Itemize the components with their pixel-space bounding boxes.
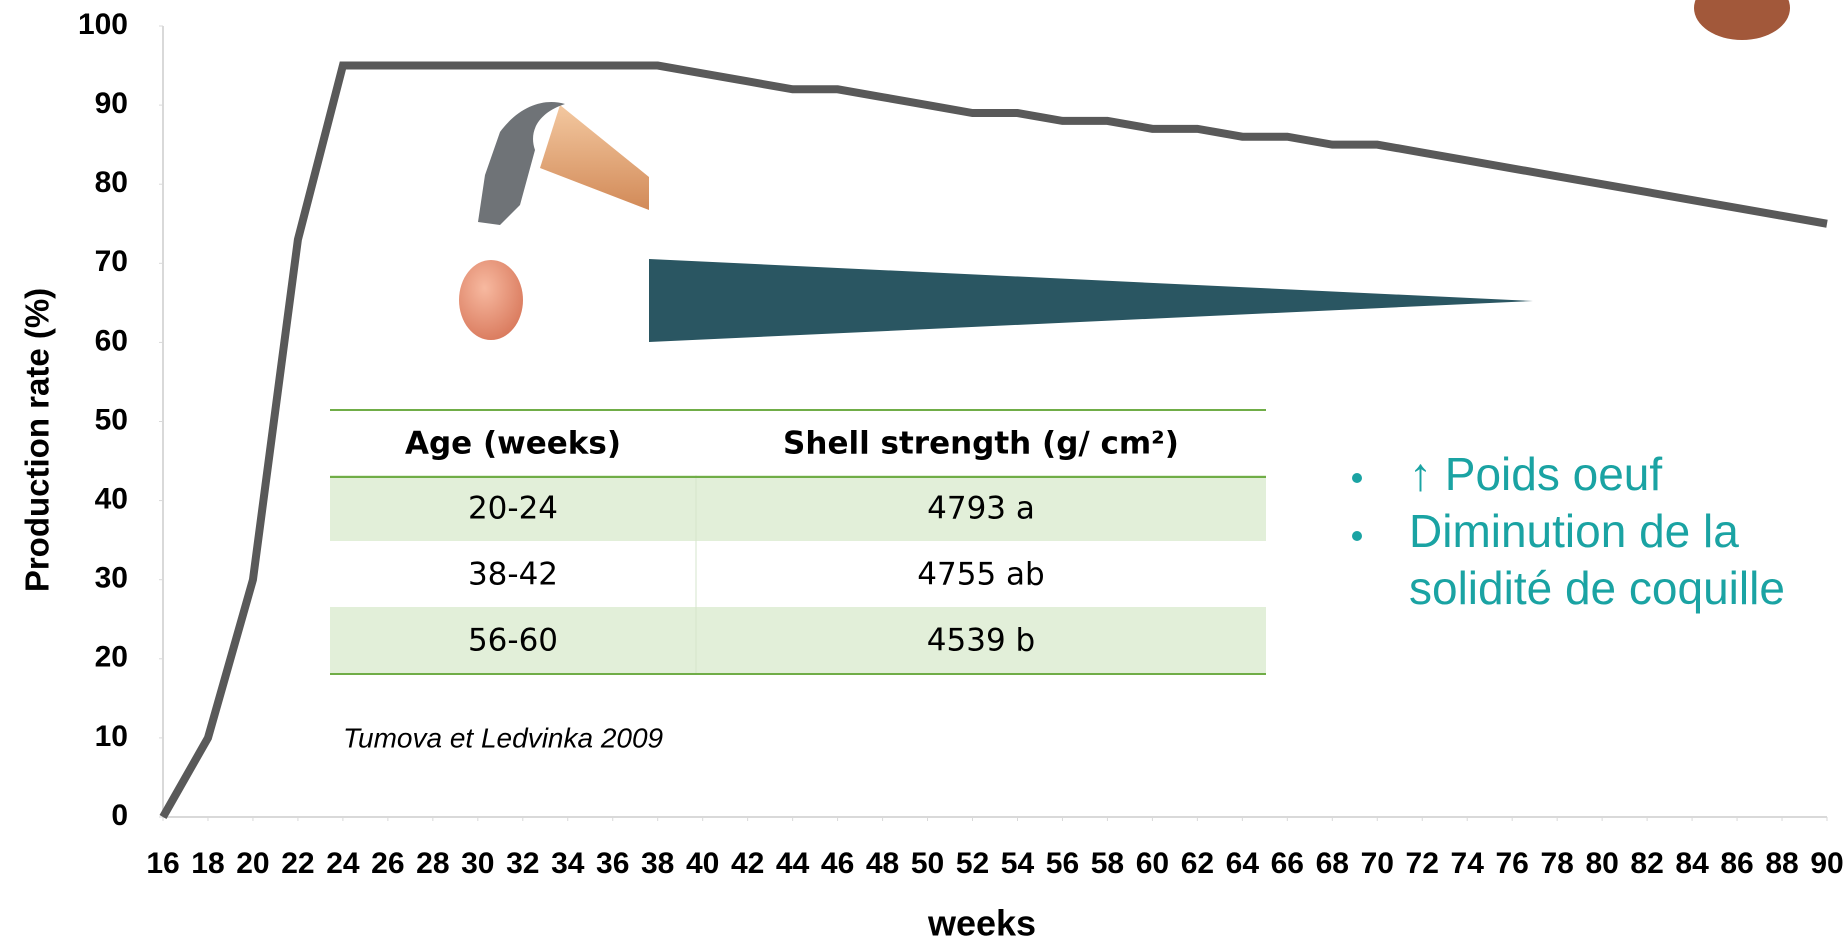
x-tick-label: 22 (281, 847, 314, 880)
y-axis-label: Production rate (%) (19, 288, 56, 592)
hammer-head (478, 102, 565, 225)
bullet-text: Diminution de la (1409, 505, 1739, 557)
bullet-dot (1352, 531, 1362, 541)
x-tick-label: 20 (236, 847, 269, 880)
x-tick-label: 24 (326, 847, 360, 880)
table-cell: 4793 a (927, 491, 1035, 527)
x-tick-label: 16 (146, 847, 179, 880)
x-tick-label: 40 (686, 847, 719, 880)
y-tick-label: 50 (95, 403, 128, 436)
y-tick-label: 60 (95, 324, 128, 357)
x-tick-label: 60 (1136, 847, 1169, 880)
x-tick-label: 76 (1496, 847, 1529, 880)
x-tick-label: 90 (1810, 847, 1843, 880)
x-tick-label: 18 (191, 847, 224, 880)
x-tick-label: 72 (1406, 847, 1439, 880)
x-tick-label: 26 (371, 847, 404, 880)
x-tick-label: 86 (1720, 847, 1753, 880)
x-tick-label: 28 (416, 847, 449, 880)
bullet-text: ↑ Poids oeuf (1409, 448, 1662, 500)
x-tick-label: 74 (1451, 847, 1485, 880)
x-tick-label: 78 (1540, 847, 1573, 880)
table-cell: 20-24 (468, 491, 558, 527)
x-tick-label: 64 (1226, 847, 1260, 880)
x-tick-label: 70 (1361, 847, 1394, 880)
x-tick-label: 34 (551, 847, 585, 880)
decorations (162, 0, 1827, 818)
x-tick-label: 54 (1001, 847, 1035, 880)
table-header: Age (weeks) (405, 426, 621, 462)
x-tick-label: 50 (911, 847, 944, 880)
egg-image (1694, 0, 1790, 40)
y-tick-label: 40 (95, 483, 128, 516)
x-tick-label: 56 (1046, 847, 1079, 880)
x-tick-label: 58 (1091, 847, 1124, 880)
table-cell: 4755 ab (917, 557, 1044, 593)
x-tick-label: 84 (1675, 847, 1709, 880)
x-tick-label: 62 (1181, 847, 1214, 880)
y-tick-label: 30 (95, 562, 128, 595)
egg-image (459, 260, 523, 340)
decreasing-wedge (649, 259, 1533, 342)
table-cell: 56-60 (468, 623, 558, 659)
y-tick-label: 70 (95, 245, 128, 278)
x-tick-label: 46 (821, 847, 854, 880)
row-bg (330, 607, 1266, 673)
x-tick-label: 52 (956, 847, 989, 880)
x-tick-label: 36 (596, 847, 629, 880)
x-tick-label: 88 (1765, 847, 1798, 880)
x-tick-label: 48 (866, 847, 899, 880)
y-tick-label: 10 (95, 720, 128, 753)
y-tick-label: 100 (78, 8, 128, 41)
x-tick-label: 80 (1585, 847, 1618, 880)
y-tick-label: 20 (95, 641, 128, 674)
bullet-text: solidité de coquille (1409, 562, 1785, 614)
table-cell: 4539 b (927, 623, 1035, 659)
x-tick-label: 42 (731, 847, 764, 880)
x-tick-label: 38 (641, 847, 674, 880)
x-tick-label: 68 (1316, 847, 1349, 880)
table-header: Shell strength (g/ cm²) (783, 426, 1179, 462)
x-tick-label: 44 (776, 847, 810, 880)
bullets (1352, 473, 1362, 541)
row-bg (330, 475, 1266, 541)
x-axis-label: weeks (927, 903, 1036, 943)
x-tick-label: 30 (461, 847, 494, 880)
data-line (159, 61, 1828, 819)
y-tick-label: 0 (111, 799, 128, 832)
x-tick-label: 82 (1630, 847, 1663, 880)
hammer-handle (540, 105, 649, 210)
citation: Tumova et Ledvinka 2009 (343, 722, 663, 753)
table-cell: 38-42 (468, 557, 558, 593)
y-tick-label: 80 (95, 166, 128, 199)
table: Age (weeks) Shell strength (g/ cm²) 20-24 4… (330, 409, 1266, 675)
x-tick-label: 32 (506, 847, 539, 880)
bullet-dot (1352, 473, 1362, 483)
y-tick-label: 90 (95, 87, 128, 120)
x-tick-label: 66 (1271, 847, 1304, 880)
